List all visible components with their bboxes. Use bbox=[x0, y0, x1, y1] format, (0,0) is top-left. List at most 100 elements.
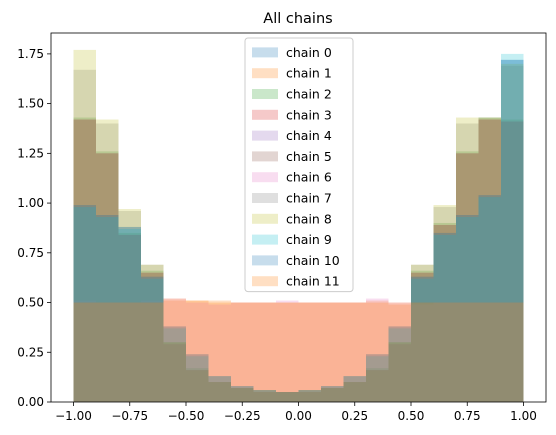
bar bbox=[141, 276, 164, 402]
bar bbox=[73, 117, 96, 402]
bar bbox=[163, 328, 186, 402]
chart-title: All chains bbox=[263, 11, 332, 27]
bar bbox=[501, 121, 524, 403]
bar bbox=[276, 392, 299, 402]
bar bbox=[73, 119, 96, 402]
bar bbox=[73, 205, 96, 402]
bar bbox=[231, 388, 254, 402]
bar bbox=[141, 272, 164, 402]
bar bbox=[73, 302, 96, 402]
legend-box bbox=[244, 37, 354, 293]
bar bbox=[411, 276, 434, 402]
x-tick-label: 1.00 bbox=[510, 409, 537, 423]
bar bbox=[343, 382, 366, 402]
bar bbox=[501, 302, 524, 402]
bar bbox=[343, 302, 366, 402]
bar bbox=[96, 302, 119, 402]
bar bbox=[253, 390, 276, 402]
bar bbox=[456, 151, 479, 402]
bar bbox=[118, 228, 141, 402]
bar bbox=[478, 117, 501, 402]
bar bbox=[366, 370, 389, 402]
bar bbox=[141, 272, 164, 402]
bar bbox=[231, 388, 254, 402]
legend-item: chain 7 bbox=[252, 191, 332, 206]
legend-item: chain 4 bbox=[252, 128, 332, 143]
bar bbox=[163, 344, 186, 402]
x-tick-label: −0.50 bbox=[168, 409, 205, 423]
legend-label: chain 2 bbox=[286, 87, 332, 102]
legend-label: chain 7 bbox=[286, 191, 332, 206]
bar bbox=[388, 328, 411, 402]
bar bbox=[366, 370, 389, 402]
bar bbox=[231, 388, 254, 402]
bar bbox=[321, 386, 344, 402]
bar bbox=[298, 390, 321, 402]
bar bbox=[411, 272, 434, 402]
bar bbox=[366, 354, 389, 402]
legend-label: chain 10 bbox=[286, 253, 340, 268]
legend: chain 0 chain 1 chain 2 chain 3 chain 4 chain… bbox=[244, 37, 354, 293]
bar bbox=[118, 302, 141, 402]
bar bbox=[73, 205, 96, 402]
bar bbox=[388, 344, 411, 402]
bar bbox=[388, 342, 411, 402]
bar bbox=[118, 226, 141, 402]
bar bbox=[433, 207, 456, 402]
bar bbox=[321, 388, 344, 402]
bar bbox=[186, 368, 209, 402]
bar bbox=[456, 302, 479, 402]
series-chain-6 bbox=[73, 298, 524, 402]
bar bbox=[411, 264, 434, 402]
bar bbox=[73, 119, 96, 402]
bar bbox=[343, 302, 366, 402]
legend-item: chain 8 bbox=[252, 211, 332, 226]
legend-label: chain 8 bbox=[286, 211, 332, 226]
series-chain-4 bbox=[73, 119, 524, 403]
series-chain-8 bbox=[73, 49, 524, 402]
bar bbox=[231, 302, 254, 402]
series-chain-11 bbox=[73, 298, 524, 402]
bar bbox=[186, 354, 209, 402]
bar bbox=[321, 388, 344, 402]
bar bbox=[96, 153, 119, 402]
bar bbox=[208, 376, 231, 402]
bar bbox=[501, 121, 524, 403]
bar bbox=[276, 392, 299, 402]
bar bbox=[366, 298, 389, 402]
bar bbox=[73, 119, 96, 402]
bar bbox=[276, 392, 299, 402]
bar bbox=[388, 344, 411, 402]
bar bbox=[208, 376, 231, 402]
bar bbox=[96, 153, 119, 402]
y-tick-label: 0.75 bbox=[17, 246, 44, 260]
bar bbox=[478, 302, 501, 402]
bar bbox=[141, 276, 164, 402]
bar bbox=[411, 302, 434, 402]
bar bbox=[366, 354, 389, 402]
bar bbox=[253, 302, 276, 402]
bar bbox=[433, 222, 456, 402]
legend-swatch bbox=[252, 276, 278, 287]
bar bbox=[478, 119, 501, 402]
bar bbox=[501, 121, 524, 403]
bar bbox=[366, 356, 389, 402]
bar bbox=[298, 392, 321, 402]
bar bbox=[456, 153, 479, 402]
bar bbox=[298, 390, 321, 402]
series-chain-7 bbox=[73, 65, 524, 403]
bar bbox=[366, 370, 389, 402]
bar bbox=[411, 264, 434, 402]
bar bbox=[231, 388, 254, 402]
bar bbox=[73, 49, 96, 402]
bar bbox=[478, 195, 501, 402]
bar bbox=[478, 117, 501, 402]
bar bbox=[411, 304, 434, 402]
bar bbox=[343, 382, 366, 402]
bar bbox=[343, 376, 366, 402]
bar bbox=[388, 342, 411, 402]
x-tick-label: −1.00 bbox=[55, 409, 92, 423]
bar bbox=[141, 264, 164, 402]
legend-swatch bbox=[252, 68, 278, 79]
legend-swatch bbox=[252, 255, 278, 266]
